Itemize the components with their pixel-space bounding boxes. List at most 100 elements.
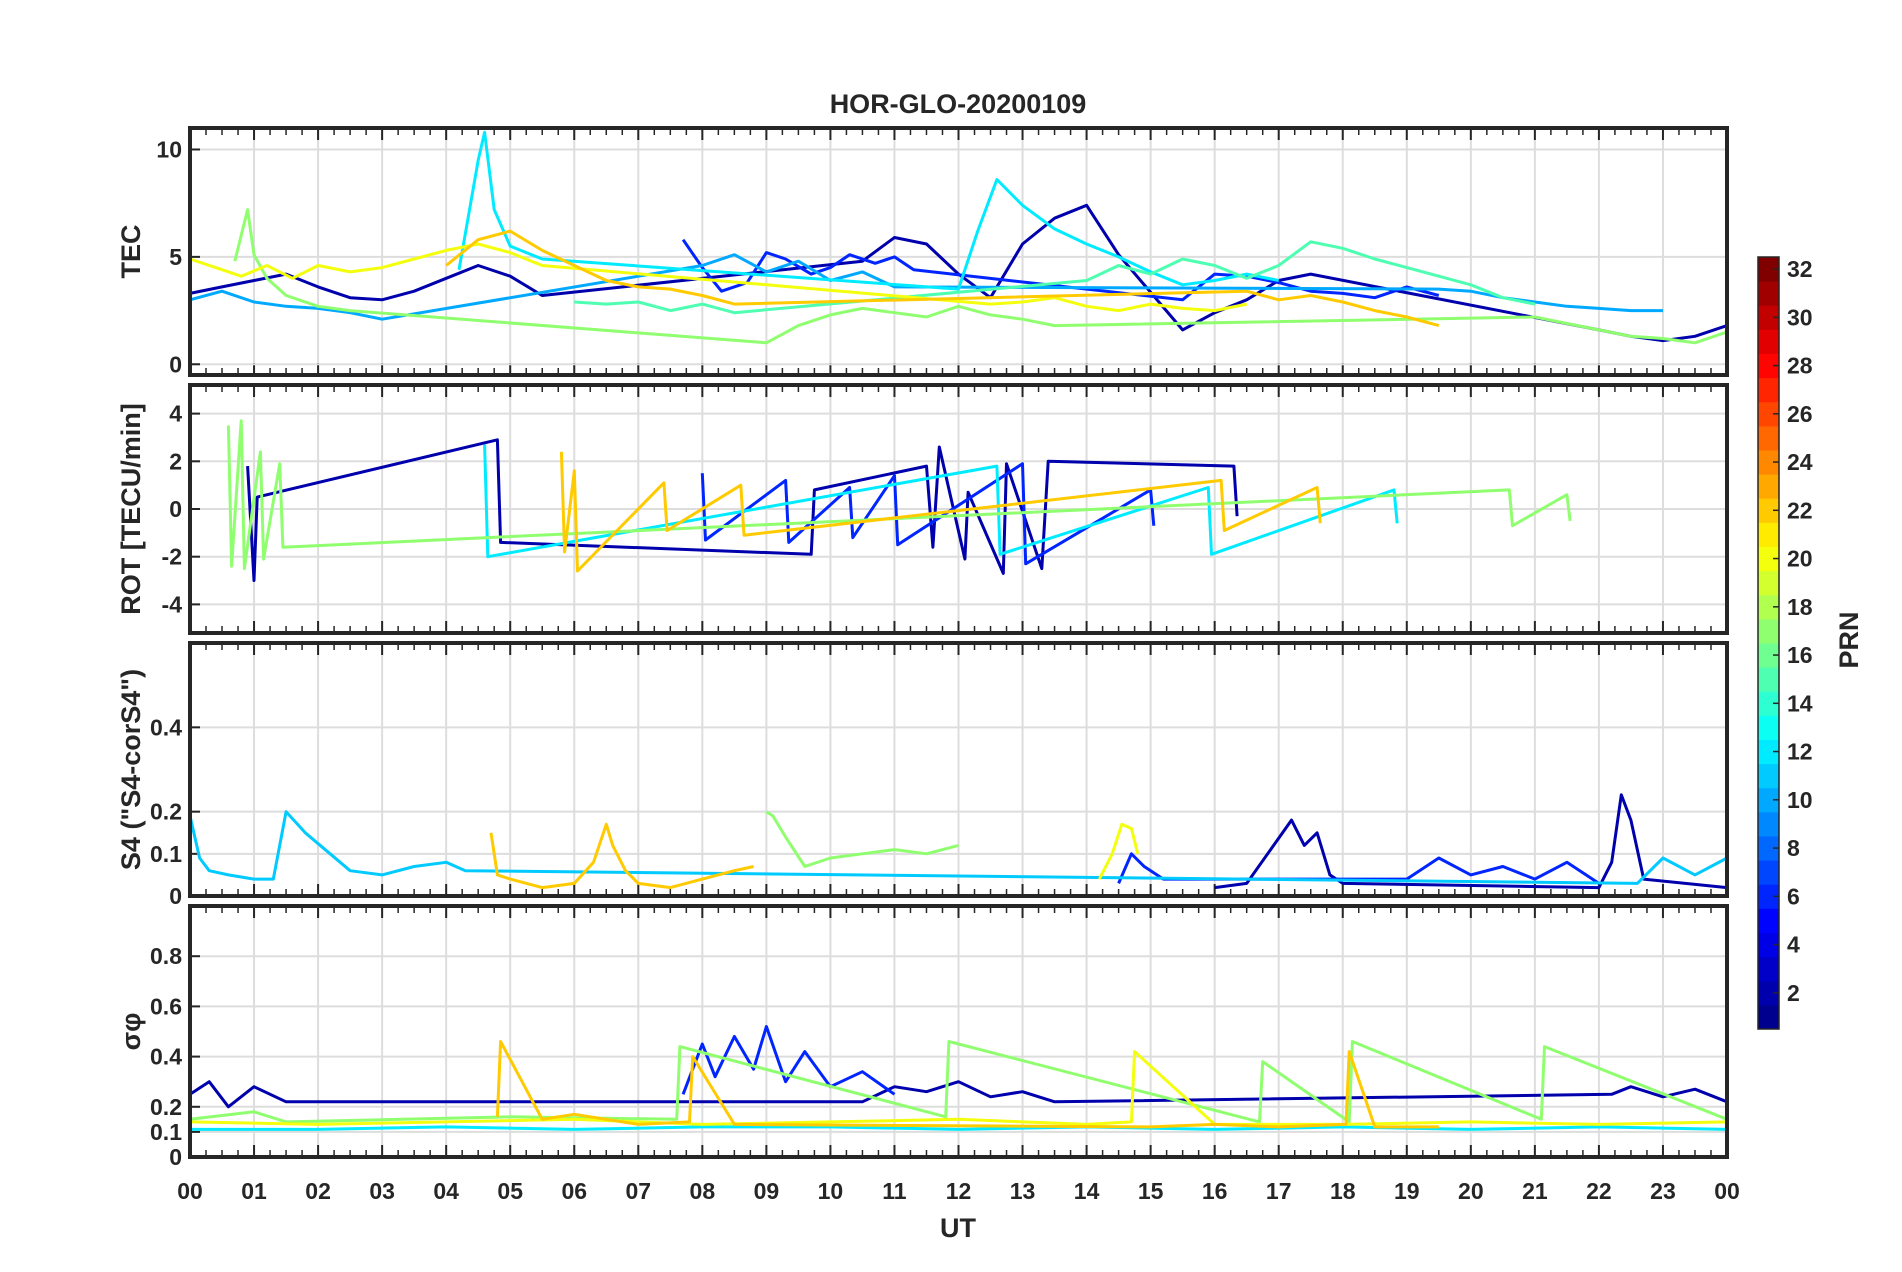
panel-sigma: 00.10.2 0.4 0.6 0.8 σφ [116,904,1729,1170]
panel-frame [188,904,1729,1159]
colorbar-segment [1758,281,1779,306]
colorbar-tick-label: 18 [1787,594,1813,620]
y-tick-label: 0.2 [150,799,182,825]
series-line-prn-2 [1214,793,1728,890]
colorbar-segment [1758,836,1779,861]
x-tick-label: 15 [1138,1178,1164,1204]
y-tick-label: 0.2 [150,1094,182,1120]
colorbar-tick-label: 22 [1787,497,1813,523]
x-tick-label: 06 [561,1178,587,1204]
colorbar-segment [1758,401,1779,427]
colorbar-segment [1758,811,1779,837]
colorbar-tick-label: 2 [1787,980,1800,1006]
colorbar-frame [1757,256,1780,1030]
x-tick-label: 00 [1714,1178,1740,1204]
x-tick-label: 19 [1394,1178,1420,1204]
x-tick-label: 01 [241,1178,267,1204]
colorbar-segment [1758,932,1779,958]
panel-frame [188,126,1729,377]
y-axis-label-tec: TEC [116,225,146,279]
y-tick-label: 0 [169,351,182,377]
series-line-prn-12 [190,1125,1728,1131]
colorbar-tick-label: 26 [1787,401,1813,427]
series-line-prn-20 [189,242,1247,313]
colorbar-segment [1758,739,1779,765]
colorbar-segment [1758,353,1779,379]
colorbar-segment [1758,763,1779,789]
x-tick-label: 08 [690,1178,716,1204]
panel-rot: 4 2 0 -2 -4 ROT [TECU/min] [116,383,1729,635]
y-tick-label: 0.6 [150,993,182,1019]
y-tick-label: 0.4 [150,1044,182,1070]
series-line-prn-22 [489,822,754,890]
y-tick-label: 0.1 [150,841,182,867]
x-tick-label: 11 [882,1178,907,1204]
colorbar-segment [1758,980,1779,1006]
colorbar-tick-label: 4 [1787,932,1800,958]
colorbar-tick-label: 28 [1787,353,1813,379]
colorbar-segment [1758,425,1779,451]
colorbar-segment [1758,715,1779,740]
y-tick-label: 0 [169,883,182,909]
colorbar-segment [1758,594,1779,620]
series-line-prn-2 [246,438,1239,582]
colorbar-segment [1758,570,1779,596]
y-tick-label: -4 [162,591,183,617]
colorbar-segment [1758,618,1779,644]
y-axis-label-rot: ROT [TECU/min] [116,403,146,614]
y-tick-label: 0.4 [150,714,182,740]
panel-tec: 0 5 10 TEC [116,126,1729,377]
colorbar-segment [1758,498,1779,523]
colorbar-tick-label: 20 [1787,546,1813,572]
series-line-prn-12 [483,444,1399,559]
x-axis-label: UT [940,1213,976,1243]
x-tick-labels: 00 01 02 03 04 05 06 07 08 09 10 11 12 13 14 15 16 17 18 19… [177,1178,1740,1204]
series-line-prn-2 [189,1080,1728,1109]
x-tick-label: 13 [1010,1178,1036,1204]
chart-title: HOR-GLO-20200109 [830,89,1087,119]
y-tick-label: 0 [169,496,182,522]
x-tick-label: 05 [497,1178,523,1204]
colorbar-segment [1758,667,1779,692]
x-tick-label: 21 [1522,1178,1548,1204]
colorbar-segment [1758,522,1779,547]
series-line-prn-22 [559,451,1322,573]
colorbar-tick-label: 10 [1787,787,1813,813]
panel-s4: 0 0.1 0.2 0.4S4 ("S4-corS4") [116,641,1729,909]
colorbar-segment [1758,450,1779,475]
series-line-prn-17 [233,208,1728,345]
colorbar-segment [1758,377,1779,403]
series-line-prn-22 [495,1040,1439,1129]
series-line-prn-6 [700,462,1156,566]
colorbar-tick-label: 14 [1787,690,1813,716]
x-tick-label: 04 [433,1178,459,1204]
y-tick-label: 0.8 [150,943,182,969]
y-tick-label: 0 [169,1144,182,1170]
colorbar-tick-label: 6 [1787,883,1800,909]
series-line-prn-20 [1098,822,1140,880]
x-tick-label: 10 [818,1178,844,1204]
colorbar-tick-label: 8 [1787,835,1800,861]
series-line-prn-17 [189,1040,1728,1124]
x-tick-label: 23 [1650,1178,1676,1204]
colorbar-tick-label: 12 [1787,739,1813,765]
colorbar-segment [1758,643,1779,668]
colorbar-segment [1758,691,1779,716]
x-tick-label: 12 [946,1178,972,1204]
colorbar-segment [1758,1004,1779,1030]
y-tick-label: 4 [169,401,182,427]
y-tick-label: 0.1 [150,1119,182,1145]
x-tick-label: 07 [625,1178,651,1204]
series-line-prn-10 [189,253,1663,321]
series-line-prn-15 [574,240,1536,315]
series-line-prn-17 [226,419,1572,571]
colorbar-segment [1758,305,1779,330]
series-line-prn-6 [681,238,1440,302]
panel-frame [188,641,1729,898]
colorbar-segment [1758,474,1779,499]
series-line-prn-11 [188,810,1728,885]
colorbar-segment [1758,956,1779,982]
colorbar-segment [1758,546,1779,572]
